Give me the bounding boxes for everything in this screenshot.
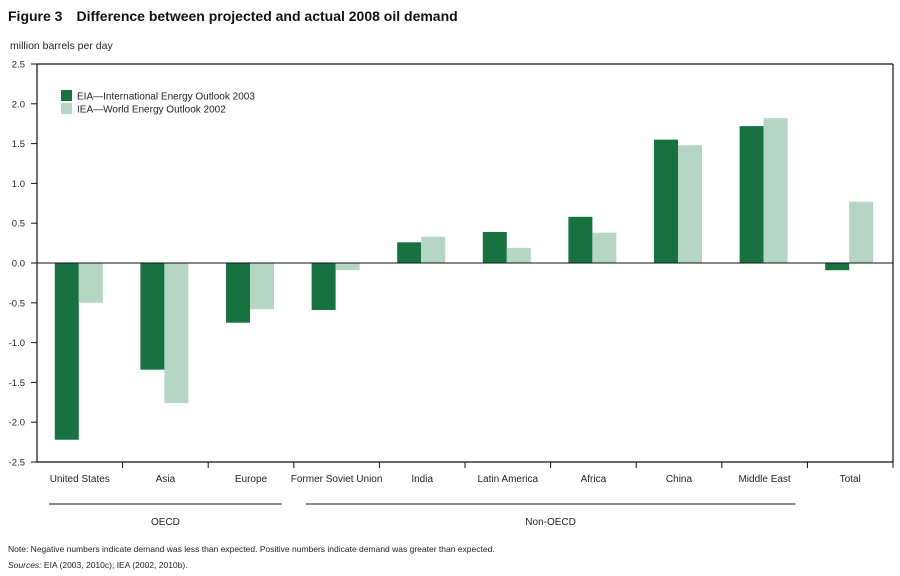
x-tick-label: Total <box>840 474 861 485</box>
legend-label: EIA—International Energy Outlook 2003 <box>77 92 255 103</box>
figure-title: Figure 3 Difference between projected and… <box>8 8 458 24</box>
bar-iea <box>335 263 360 271</box>
group-label: Non-OECD <box>525 517 576 528</box>
bar-eia <box>482 231 507 263</box>
legend-swatch <box>61 103 72 114</box>
bar-iea <box>78 263 103 303</box>
x-tick-label: United States <box>50 474 110 485</box>
y-tick-label: 0.0 <box>12 259 25 270</box>
bar-chart: 2.5 2.0 1.5 1.0 0.5 0.0 -0.5 -1.0 -1.5 -2.0 -2.5 Un… <box>9 60 894 528</box>
y-tick-label: 0.5 <box>12 219 25 230</box>
note: Note: Negative numbers indicate demand w… <box>8 544 495 554</box>
bar-eia <box>311 263 336 310</box>
bar-eia <box>54 263 79 440</box>
sources-label: Sources: <box>8 560 42 570</box>
legend-label: IEA—World Energy Outlook 2002 <box>77 105 226 116</box>
bar-iea <box>506 247 531 263</box>
bar-iea <box>592 232 617 263</box>
bar-iea <box>849 201 874 263</box>
x-tick-label: India <box>411 474 433 485</box>
y-tick-label: -0.5 <box>9 298 25 309</box>
bar-eia <box>739 126 764 263</box>
x-tick-label: Latin America <box>478 474 539 485</box>
y-tick-label: -1.0 <box>9 338 25 349</box>
bar-eia <box>568 216 593 263</box>
y-axis-label: million barrels per day <box>10 40 113 52</box>
sources: Sources: EIA (2003, 2010c); IEA (2002, 2… <box>8 560 188 570</box>
bar-iea <box>421 236 446 263</box>
y-tick-label: -2.0 <box>9 418 25 429</box>
bar-eia <box>825 263 850 271</box>
bar-eia <box>397 242 422 263</box>
bar-eia <box>226 263 250 323</box>
bar-eia <box>654 139 678 263</box>
x-tick-label: Asia <box>156 474 176 485</box>
x-tick-label: Europe <box>235 474 268 485</box>
legend-swatch <box>61 90 72 101</box>
x-tick-label: Middle East <box>738 474 790 485</box>
y-tick-label: 1.5 <box>12 139 25 150</box>
y-tick-label: -2.5 <box>9 458 25 469</box>
y-tick-label: -1.5 <box>9 378 25 389</box>
bar-iea <box>763 118 788 264</box>
sources-text: EIA (2003, 2010c); IEA (2002, 2010b). <box>43 560 188 570</box>
y-tick-label: 2.5 <box>12 60 25 71</box>
figure-number: Figure 3 <box>8 8 63 24</box>
x-tick-label: Former Soviet Union <box>291 474 383 485</box>
bar-iea <box>164 263 189 404</box>
bar-eia <box>140 263 165 370</box>
y-tick-label: 2.0 <box>12 99 25 110</box>
x-tick-label: Africa <box>581 474 607 485</box>
chart-title: Difference between projected and actual … <box>76 8 458 24</box>
bar-iea <box>250 263 274 310</box>
bar-iea <box>678 145 702 263</box>
y-tick-label: 1.0 <box>12 179 25 190</box>
x-tick-label: China <box>666 474 693 485</box>
group-label: OECD <box>151 517 180 528</box>
